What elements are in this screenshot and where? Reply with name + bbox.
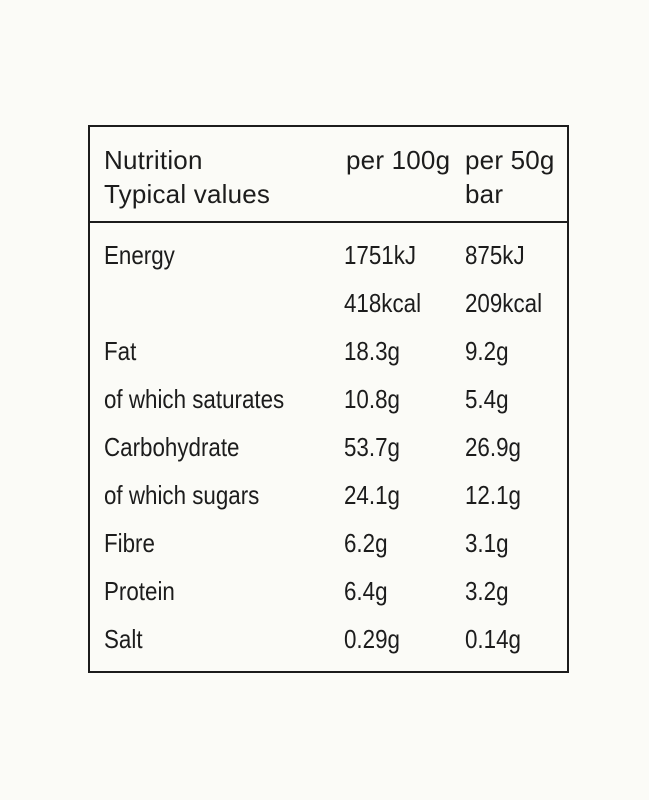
table-header: Nutrition Typical values per 100g per 50… [90,127,567,223]
row-per-100g: 418kcal [344,288,422,318]
row-label: Protein [104,576,175,606]
row-per-100g: 6.2g [344,528,388,558]
row-label: Fat [104,336,137,366]
row-per-bar: 0.14g [465,624,521,654]
header-per-bar-line2: bar [465,179,504,209]
row-per-100g: 10.8g [344,384,400,414]
row-per-100g: 6.4g [344,576,388,606]
row-per-bar: 5.4g [465,384,509,414]
row-per-100g: 0.29g [344,624,400,654]
row-per-bar: 209kcal [465,288,543,318]
row-per-100g: 1751kJ [344,240,417,270]
header-per-bar: per 50g bar [465,143,555,211]
row-label: Fibre [104,528,155,558]
row-per-bar: 3.2g [465,576,509,606]
nutrition-table: Nutrition Typical values per 100g per 50… [88,125,569,673]
row-label: of which saturates [104,384,285,414]
row-per-100g: 18.3g [344,336,400,366]
row-label: Salt [104,624,143,654]
header-per-100g: per 100g [346,145,451,175]
row-per-bar: 875kJ [465,240,525,270]
header-per-bar-line1: per 50g [465,145,555,175]
row-per-bar: 3.1g [465,528,509,558]
row-per-100g: 53.7g [344,432,400,462]
row-label: Carbohydrate [104,432,240,462]
row-label: of which sugars [104,480,260,510]
header-label-line2: Typical values [104,179,271,209]
row-per-bar: 26.9g [465,432,521,462]
row-per-100g: 24.1g [344,480,400,510]
row-per-bar: 12.1g [465,480,521,510]
row-per-bar: 9.2g [465,336,509,366]
row-label: Energy [104,240,175,270]
header-label-line1: Nutrition [104,145,203,175]
header-label: Nutrition Typical values [104,143,270,211]
